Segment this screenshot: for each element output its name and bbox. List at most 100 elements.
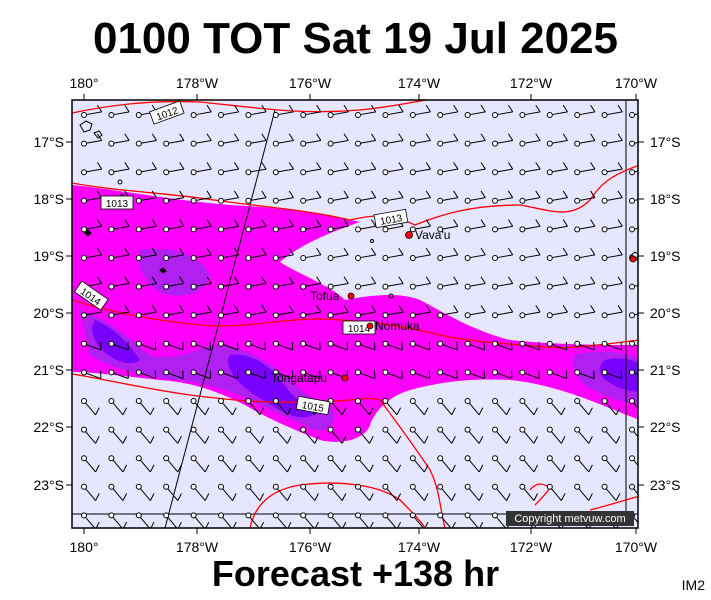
barb-shaft: [386, 402, 398, 416]
barb-feather: [562, 305, 568, 313]
barb-feather: [590, 133, 596, 141]
station-circle: [108, 483, 115, 490]
barb-feather: [453, 247, 459, 256]
station-circle: [546, 455, 553, 462]
station-circle: [272, 369, 279, 376]
barb-feather: [453, 219, 459, 227]
station-circle: [218, 140, 224, 147]
station-circle: [492, 340, 498, 347]
lat-label: 22°S: [33, 419, 64, 435]
station-circle: [81, 512, 87, 519]
barb-feather: [535, 104, 541, 113]
station-circle: [272, 197, 279, 204]
barb-shaft: [634, 344, 638, 347]
barb-shaft: [305, 344, 321, 351]
station-circle: [218, 312, 224, 319]
station-circle: [409, 197, 416, 204]
station-circle: [437, 255, 444, 261]
station-circle: [574, 426, 581, 433]
barb-shaft: [304, 516, 315, 528]
barb-shaft: [415, 168, 431, 173]
barb-shaft: [249, 516, 260, 528]
station-circle: [519, 340, 526, 347]
station-circle: [327, 197, 334, 204]
boundary-line: [164, 109, 276, 528]
barb-feather: [560, 407, 566, 416]
barb-shaft: [277, 372, 293, 380]
barb-feather: [562, 190, 568, 198]
barb-feather: [233, 104, 240, 113]
barb-feather: [644, 408, 648, 415]
station-circle: [163, 369, 170, 376]
barb-feather: [590, 219, 596, 227]
lat-label: 18°S: [33, 191, 64, 207]
station-circle: [81, 197, 87, 204]
barb-feather: [316, 104, 322, 113]
station-circle: [492, 226, 498, 233]
barb-shaft: [113, 225, 130, 230]
station-circle: [437, 512, 444, 519]
barb-shaft: [223, 311, 239, 316]
barb-shaft: [278, 111, 294, 116]
barb-shaft: [441, 459, 453, 473]
barb-feather: [343, 219, 349, 227]
barb-shaft: [249, 402, 261, 416]
barb-feather: [206, 247, 212, 256]
barb-feather: [177, 493, 182, 501]
barb-feather: [314, 464, 319, 473]
barb-feather: [259, 407, 265, 416]
station-circle: [135, 112, 142, 118]
station-circle: [135, 283, 142, 290]
barb-shaft: [606, 139, 623, 144]
barb-feather: [124, 219, 130, 227]
barb-shaft: [386, 431, 398, 444]
barb-feather: [645, 105, 649, 112]
station-circle: [272, 169, 279, 176]
lat-label: 19°S: [650, 248, 681, 264]
station-circle: [108, 426, 115, 433]
station-circle: [300, 255, 307, 261]
barb-feather: [206, 276, 212, 284]
station-circle: [629, 197, 635, 204]
barb-shaft: [415, 197, 431, 201]
barb-shaft: [168, 311, 185, 316]
station-circle: [355, 340, 361, 347]
barb-shaft: [523, 402, 535, 416]
barb-feather: [342, 521, 347, 528]
barb-feather: [507, 276, 514, 284]
barb-feather: [645, 277, 649, 284]
station-circle: [437, 426, 444, 433]
station-circle: [272, 340, 279, 347]
barb-shaft: [85, 402, 96, 416]
station-circle: [81, 169, 87, 176]
barb-feather: [615, 407, 621, 416]
station-circle: [108, 169, 115, 176]
station-circle: [355, 255, 361, 261]
station-circle: [135, 140, 142, 147]
barb-shaft: [579, 311, 596, 316]
barb-shaft: [415, 282, 431, 287]
barb-feather: [451, 407, 456, 416]
station-circle: [492, 426, 498, 433]
barb-shaft: [360, 168, 376, 173]
barb-feather: [232, 464, 237, 473]
station-circle: [81, 340, 87, 347]
station-circle: [245, 312, 252, 319]
barb-feather: [149, 407, 155, 416]
station-circle: [464, 255, 471, 261]
barb-shaft: [250, 197, 267, 201]
barb-shaft: [332, 168, 349, 173]
station-circle: [81, 140, 87, 147]
barb-shaft: [497, 311, 513, 316]
barb-feather: [533, 464, 539, 473]
barb-shaft: [523, 459, 535, 473]
station-circle: [409, 283, 416, 290]
station-circle: [519, 197, 526, 204]
station-circle: [218, 426, 224, 433]
barb-shaft: [223, 344, 239, 351]
barb-feather: [151, 305, 157, 313]
barb-feather: [590, 190, 596, 198]
station-circle: [300, 283, 307, 290]
station-circle: [300, 340, 307, 347]
barb-shaft: [579, 282, 596, 287]
